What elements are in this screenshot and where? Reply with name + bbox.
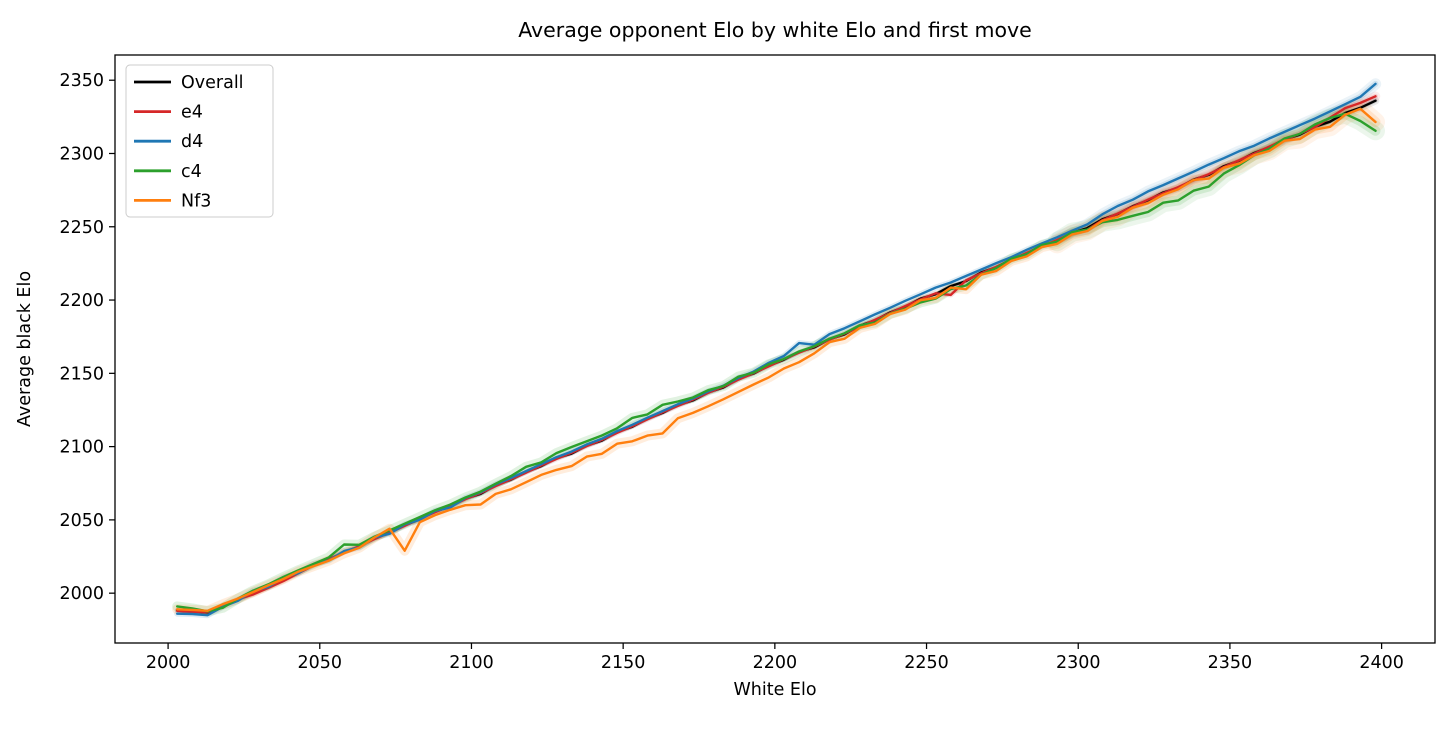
x-tick-label: 2250 bbox=[904, 653, 949, 673]
band-d4 bbox=[174, 80, 1379, 619]
legend: Overall e4 d4 c4 Nf3 bbox=[125, 64, 274, 218]
x-tick-label: 2000 bbox=[146, 653, 191, 673]
x-tick-label: 2300 bbox=[1056, 653, 1101, 673]
legend-label-c4: c4 bbox=[181, 162, 202, 182]
series-lines bbox=[175, 82, 1377, 617]
y-tick-label: 2350 bbox=[59, 71, 104, 91]
x-tick-label: 2400 bbox=[1359, 653, 1404, 673]
y-tick-label: 2300 bbox=[59, 144, 104, 164]
line-Nf3 bbox=[175, 107, 1377, 612]
plot-border bbox=[114, 54, 1436, 644]
x-tick-label: 2200 bbox=[753, 653, 798, 673]
legend-box bbox=[125, 64, 274, 218]
y-tick-label: 2000 bbox=[59, 584, 104, 604]
legend-label-Nf3: Nf3 bbox=[181, 191, 211, 211]
y-tick-label: 2050 bbox=[59, 511, 104, 531]
legend-label-e4: e4 bbox=[181, 103, 203, 123]
y-axis-label: Average black Elo bbox=[15, 271, 35, 427]
y-tick-label: 2150 bbox=[59, 364, 104, 384]
y-tick-label: 2200 bbox=[59, 291, 104, 311]
x-axis-label: White Elo bbox=[733, 680, 816, 700]
x-tick-label: 2350 bbox=[1208, 653, 1253, 673]
x-tick-label: 2050 bbox=[298, 653, 343, 673]
x-axis: 2000 2050 2100 2150 2200 2250 2300 2350 2400 bbox=[146, 643, 1404, 673]
confidence-bands bbox=[172, 78, 1385, 619]
chart-title: Average opponent Elo by white Elo and fi… bbox=[518, 18, 1032, 42]
legend-label-d4: d4 bbox=[181, 132, 203, 152]
x-tick-label: 2100 bbox=[449, 653, 494, 673]
band-tail-Nf3 bbox=[1047, 99, 1385, 254]
y-axis: 2000 2050 2100 2150 2200 2250 2300 2350 bbox=[59, 71, 115, 604]
y-tick-label: 2100 bbox=[59, 438, 104, 458]
legend-label-Overall: Overall bbox=[181, 73, 244, 93]
line-d4 bbox=[175, 82, 1377, 617]
y-tick-label: 2250 bbox=[59, 218, 104, 238]
x-tick-label: 2150 bbox=[601, 653, 646, 673]
